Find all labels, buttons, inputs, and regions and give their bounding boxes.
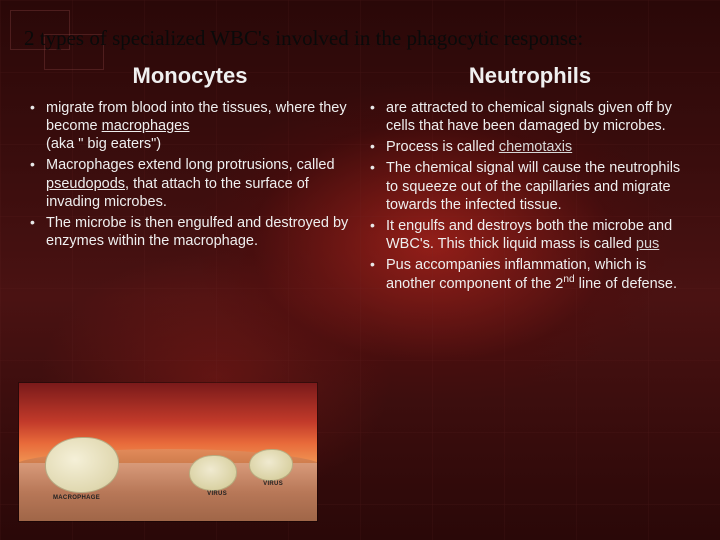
label-macrophage: MACROPHAGE [53,495,100,501]
list-item: migrate from blood into the tissues, whe… [28,99,356,153]
virus-cell-icon [189,455,237,491]
list-item: It engulfs and destroys both the microbe… [368,217,696,253]
list-item: Macrophages extend long protrusions, cal… [28,156,356,210]
macrophage-illustration: MACROPHAGE VIRUS VIRUS [18,382,318,522]
heading-monocytes: Monocytes [24,63,356,89]
column-monocytes: Monocytes migrate from blood into the ti… [24,63,356,296]
list-item: are attracted to chemical signals given … [368,99,696,135]
list-item: Process is called chemotaxis [368,138,696,156]
label-virus: VIRUS [207,491,227,497]
column-neutrophils: Neutrophils are attracted to chemical si… [364,63,696,296]
label-virus: VIRUS [263,481,283,487]
heading-neutrophils: Neutrophils [364,63,696,89]
list-item: Pus accompanies inflammation, which is a… [368,256,696,293]
list-neutrophils-faded: It engulfs and destroys both the microbe… [364,217,696,293]
list-item: The chemical signal will cause the neutr… [368,159,696,213]
macrophage-cell-icon [45,437,119,493]
list-monocytes: migrate from blood into the tissues, whe… [24,99,356,250]
slide-content: 2 types of specialized WBC's involved in… [0,0,720,540]
virus-cell-icon [249,449,293,481]
two-column-layout: Monocytes migrate from blood into the ti… [24,63,696,296]
slide-title: 2 types of specialized WBC's involved in… [24,18,696,51]
list-item: The microbe is then engulfed and destroy… [28,214,356,250]
list-neutrophils: are attracted to chemical signals given … [364,99,696,214]
